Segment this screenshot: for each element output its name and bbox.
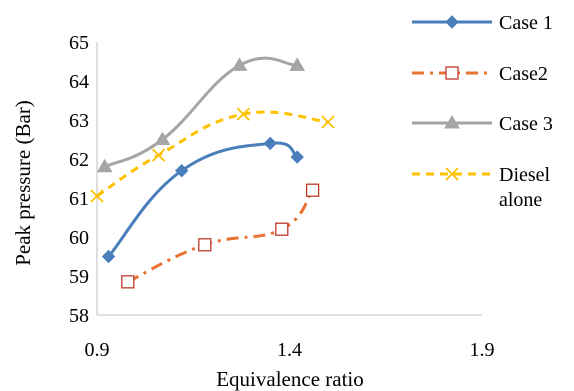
y-tick-label: 62 [69,149,89,171]
data-point [231,57,248,71]
x-axis-title: Equivalence ratio [216,367,364,391]
data-point [151,148,166,162]
series-4 [90,107,335,203]
series-line [107,141,299,258]
x-marker-stroke [321,115,335,129]
x-tick-label: 0.9 [85,339,110,361]
legend-marker [444,115,460,129]
data-point [154,131,171,145]
data-point [305,183,320,197]
y-tick-label: 65 [69,32,89,54]
series-line [127,189,314,284]
x-marker-stroke [236,107,250,121]
axes [96,42,482,316]
y-tick-label: 59 [69,266,89,288]
data-point [263,136,277,151]
series-3 [96,56,306,173]
y-tick-label: 58 [69,305,89,327]
x-marker-stroke [90,189,104,203]
series-1 [101,136,304,264]
legend-label: Case 3 [499,113,553,135]
data-point [90,189,104,203]
legend-item: Case2 [412,63,548,85]
data-point [289,57,306,71]
data-point [236,107,250,121]
y-axis-title: Peak pressure (Bar) [11,100,35,266]
legend-label: alone [499,189,542,211]
data-point [275,222,289,236]
x-tick-labels: 0.9 1.4 1.9 [85,339,495,361]
data-point [198,238,212,252]
data-point [96,158,113,173]
y-tick-label: 61 [69,188,89,210]
data-point [321,115,335,129]
data-point [121,275,135,289]
legend-item: Diesel alone [412,164,551,211]
legend-marker [445,15,459,29]
data-point [290,150,304,164]
legend-item: Case 3 [412,113,553,135]
legend-marker [445,167,459,181]
series-layer [90,56,335,289]
series-line [96,110,329,198]
legend-item: Case 1 [412,12,553,34]
data-point [101,249,116,264]
x-tick-label: 1.4 [277,339,302,361]
legend-label: Case 1 [499,12,553,34]
legend: Case 1 Case2 Case 3 Diesel alone [412,12,553,211]
legend-label: Case2 [499,63,548,85]
x-marker-stroke [445,167,459,181]
y-tick-label: 60 [69,227,89,249]
x-marker-stroke [151,148,166,162]
legend-label: Diesel [499,164,551,186]
y-tick-label: 63 [69,110,89,132]
y-tick-labels: 58 59 60 61 62 63 64 65 [69,32,89,327]
series-line [104,56,298,169]
data-point [174,163,189,178]
legend-marker [445,66,459,80]
series-2 [121,183,320,289]
y-tick-label: 64 [69,71,89,93]
x-tick-label: 1.9 [470,339,495,361]
